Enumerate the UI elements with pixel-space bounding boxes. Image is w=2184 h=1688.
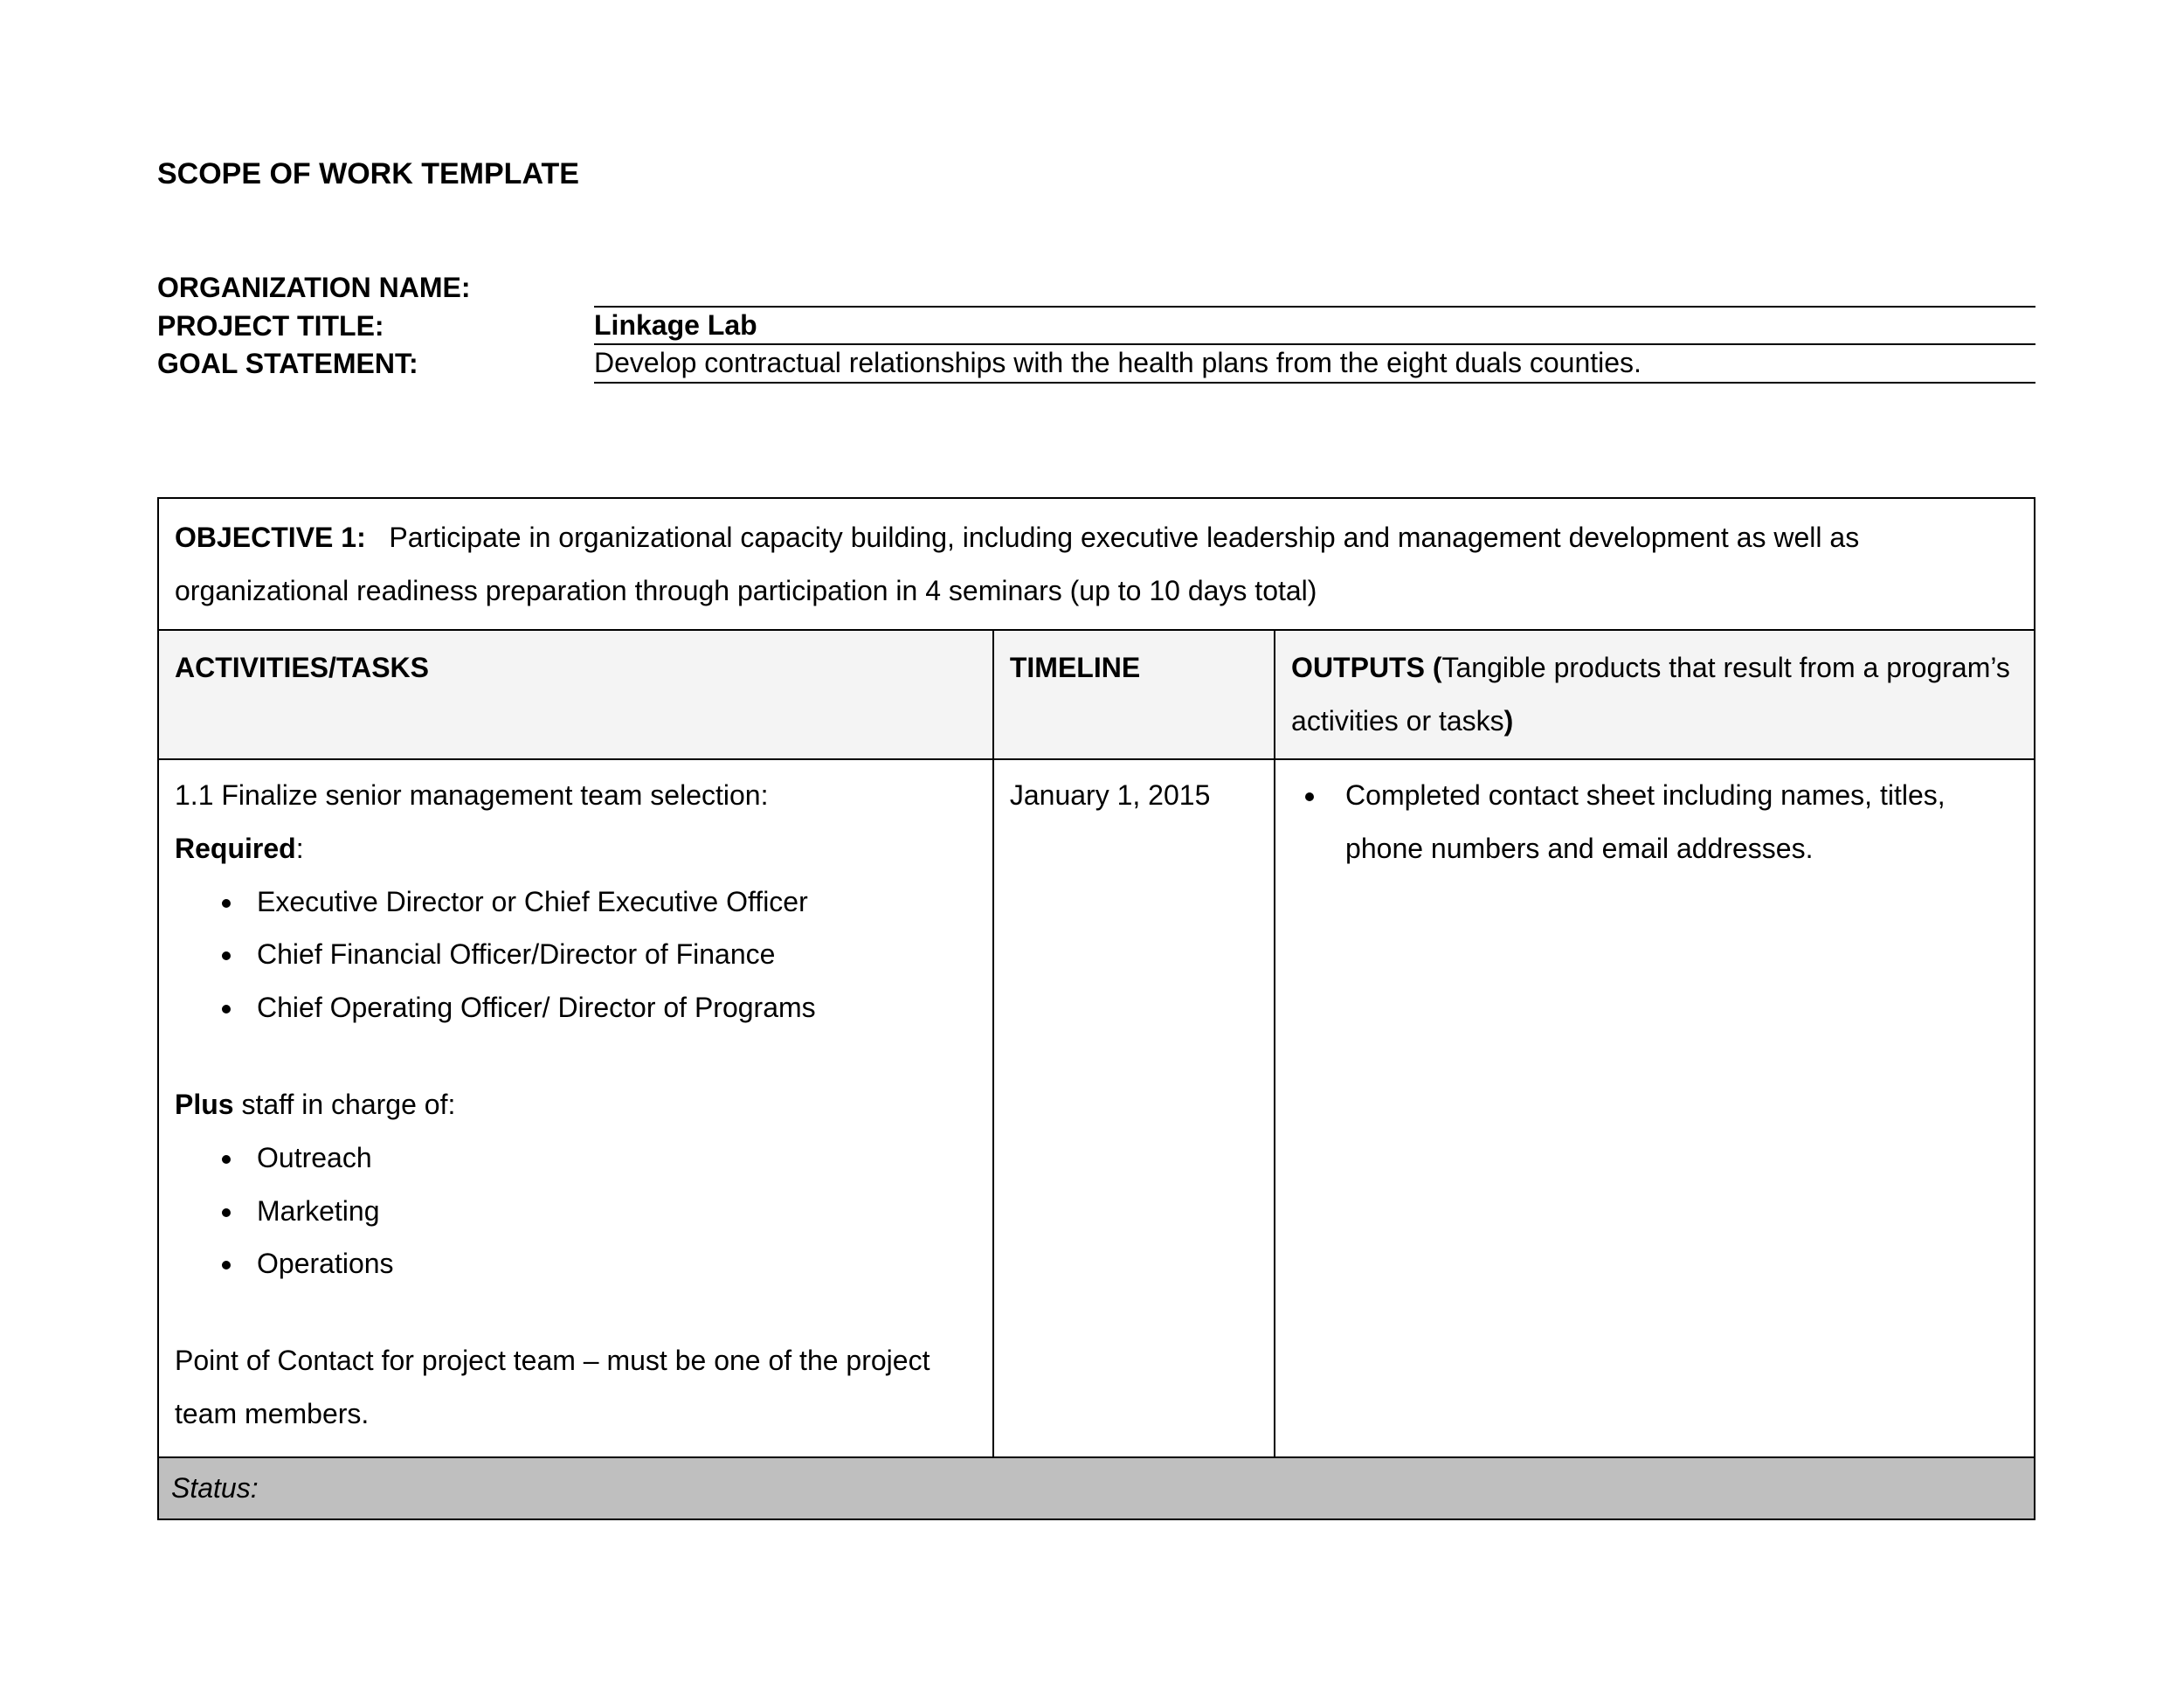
goal-label: GOAL STATEMENT: (157, 344, 594, 383)
status-cell: Status: (158, 1457, 2035, 1519)
plus-list: Outreach Marketing Operations (245, 1131, 977, 1290)
column-header-row: ACTIVITIES/TASKS TIMELINE OUTPUTS (Tangi… (158, 630, 2035, 759)
project-value: Linkage Lab (594, 307, 2035, 345)
project-label: PROJECT TITLE: (157, 307, 594, 345)
spacer (175, 1034, 977, 1078)
timeline-cell: January 1, 2015 (993, 759, 1275, 1457)
poc-text: Point of Contact for project team – must… (175, 1334, 977, 1441)
objective-body-row: 1.1 Finalize senior management team sele… (158, 759, 2035, 1457)
list-item: Chief Operating Officer/ Director of Pro… (245, 981, 977, 1034)
org-value (594, 270, 2035, 307)
status-row: Status: (158, 1457, 2035, 1519)
required-list: Executive Director or Chief Executive Of… (245, 875, 977, 1034)
org-label: ORGANIZATION NAME: (157, 270, 594, 307)
col-head-outputs: OUTPUTS (Tangible products that result f… (1275, 630, 2035, 759)
document-title: SCOPE OF WORK TEMPLATE (157, 157, 2035, 191)
required-colon: : (296, 833, 304, 864)
activity-intro: 1.1 Finalize senior management team sele… (175, 769, 977, 822)
meta-row-organization: ORGANIZATION NAME: (157, 270, 2035, 307)
objective-table: OBJECTIVE 1: Participate in organization… (157, 497, 2035, 1520)
list-item: Chief Financial Officer/Director of Fina… (245, 928, 977, 981)
list-item: Executive Director or Chief Executive Of… (245, 875, 977, 929)
objective-header-row: OBJECTIVE 1: Participate in organization… (158, 498, 2035, 631)
meta-row-project: PROJECT TITLE: Linkage Lab (157, 307, 2035, 345)
list-item: Outreach (245, 1131, 977, 1185)
objective-text: Participate in organizational capacity b… (175, 522, 1859, 606)
outputs-close: ) (1504, 705, 1514, 737)
activities-cell: 1.1 Finalize senior management team sele… (158, 759, 993, 1457)
outputs-cell: Completed contact sheet including names,… (1275, 759, 2035, 1457)
plus-rest: staff in charge of: (234, 1089, 456, 1120)
objective-label: OBJECTIVE 1: (175, 522, 366, 553)
meta-row-goal: GOAL STATEMENT: Develop contractual rela… (157, 344, 2035, 383)
col-head-activities: ACTIVITIES/TASKS (158, 630, 993, 759)
outputs-list: Completed contact sheet including names,… (1328, 769, 2018, 875)
plus-label: Plus (175, 1089, 234, 1120)
meta-table: ORGANIZATION NAME: PROJECT TITLE: Linkag… (157, 270, 2035, 384)
required-label: Required (175, 833, 296, 864)
document-page: SCOPE OF WORK TEMPLATE ORGANIZATION NAME… (0, 0, 2184, 1520)
required-line: Required: (175, 822, 977, 875)
col-head-timeline: TIMELINE (993, 630, 1275, 759)
plus-line: Plus staff in charge of: (175, 1078, 977, 1131)
spacer (175, 1290, 977, 1334)
goal-value: Develop contractual relationships with t… (594, 344, 2035, 383)
list-item: Operations (245, 1237, 977, 1290)
outputs-label: OUTPUTS ( (1291, 652, 1441, 683)
list-item: Marketing (245, 1185, 977, 1238)
list-item: Completed contact sheet including names,… (1328, 769, 2018, 875)
objective-header: OBJECTIVE 1: Participate in organization… (158, 498, 2035, 631)
